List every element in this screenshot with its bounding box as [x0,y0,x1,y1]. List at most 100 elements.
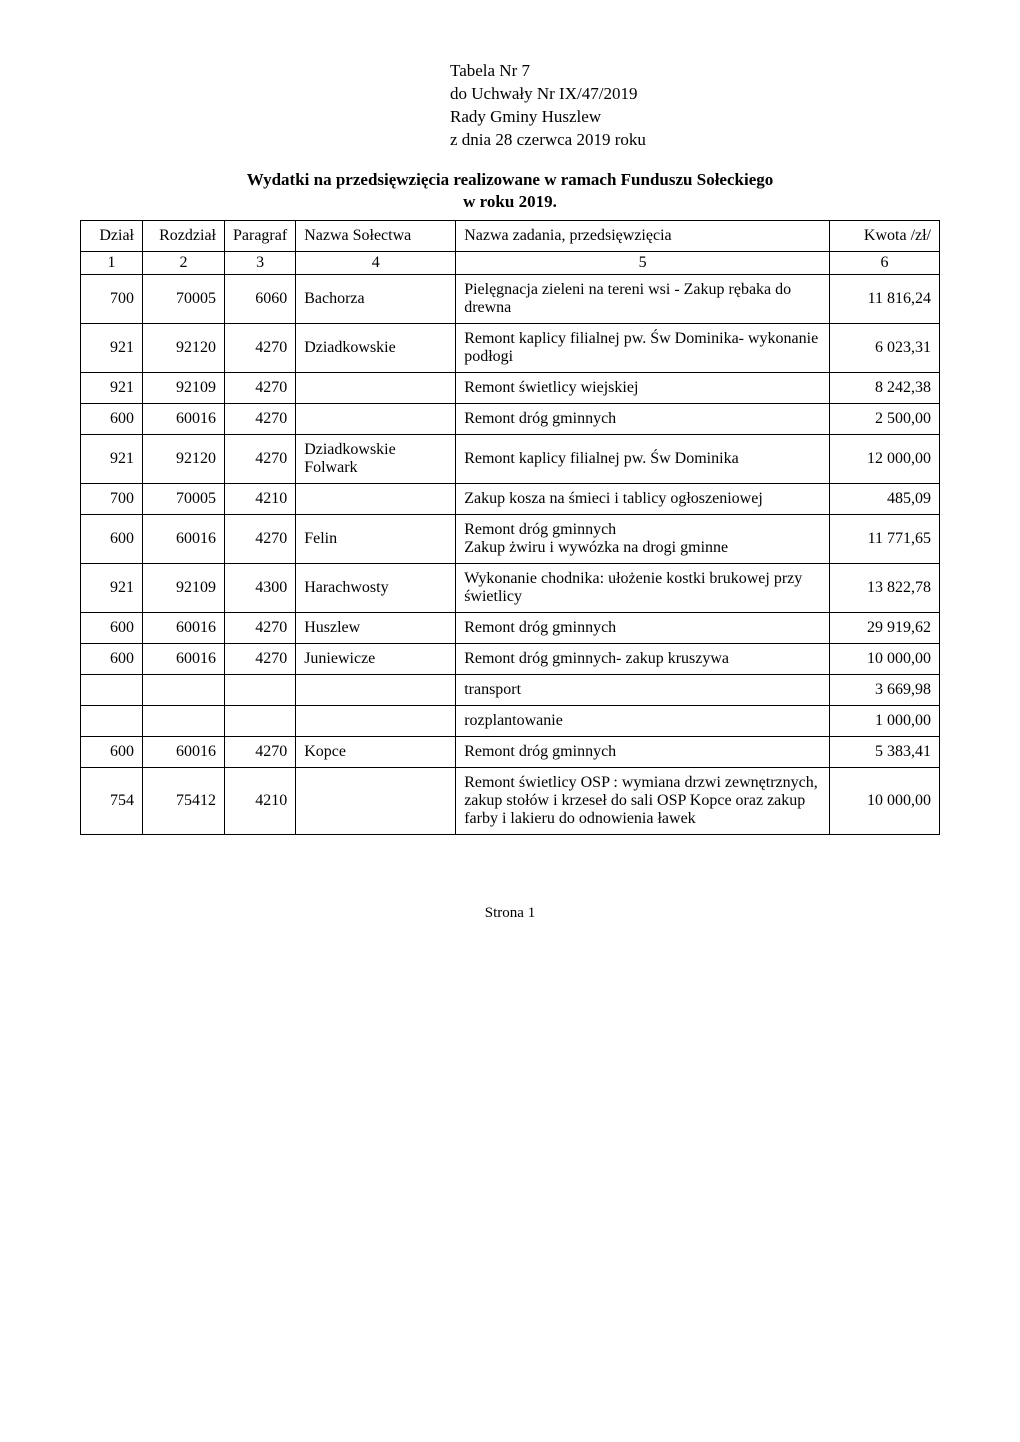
cell-dzial: 600 [81,643,143,674]
cell-kwota: 11 771,65 [830,514,940,563]
cell-dzial [81,705,143,736]
table-numbering-row: 1 2 3 4 5 6 [81,251,940,274]
cell-nazwa [296,767,456,834]
cell-dzial: 700 [81,483,143,514]
cell-kwota: 1 000,00 [830,705,940,736]
cell-parag: 4270 [225,434,296,483]
cell-rozdz: 60016 [143,736,225,767]
cell-zadanie: Wykonanie chodnika: ułożenie kostki bruk… [456,563,830,612]
cell-parag [225,705,296,736]
cell-dzial: 921 [81,323,143,372]
cell-kwota: 12 000,00 [830,434,940,483]
cell-kwota: 2 500,00 [830,403,940,434]
page-footer: Strona 1 [80,905,940,922]
cell-zadanie: transport [456,674,830,705]
header-line-2: do Uchwały Nr IX/47/2019 [450,83,940,106]
header-line-1: Tabela Nr 7 [450,60,940,83]
table-row: 600 60016 4270 Juniewicze Remont dróg gm… [81,643,940,674]
cell-kwota: 485,09 [830,483,940,514]
cell-zadanie: rozplantowanie [456,705,830,736]
cell-dzial [81,674,143,705]
cell-parag: 4270 [225,612,296,643]
cell-zadanie: Remont świetlicy wiejskiej [456,372,830,403]
cell-parag [225,674,296,705]
cell-parag: 4270 [225,323,296,372]
cell-kwota: 10 000,00 [830,767,940,834]
cell-zadanie: Remont dróg gminnych [456,403,830,434]
col-header-paragraf: Paragraf [225,220,296,251]
cell-rozdz: 92109 [143,372,225,403]
cell-parag: 4210 [225,767,296,834]
cell-parag: 4270 [225,736,296,767]
table-row: 600 60016 4270 Huszlew Remont dróg gminn… [81,612,940,643]
table-row: 600 60016 4270 Felin Remont dróg gminnyc… [81,514,940,563]
table-row: 754 75412 4210 Remont świetlicy OSP : wy… [81,767,940,834]
cell-dzial: 700 [81,274,143,323]
cell-dzial: 921 [81,372,143,403]
cell-zadanie: Pielęgnacja zieleni na tereni wsi - Zaku… [456,274,830,323]
budget-table: Dział Rozdział Paragraf Nazwa Sołectwa N… [80,220,940,835]
cell-nazwa: Huszlew [296,612,456,643]
cell-kwota: 6 023,31 [830,323,940,372]
header-line-4: z dnia 28 czerwca 2019 roku [450,129,940,152]
header-line-3: Rady Gminy Huszlew [450,106,940,129]
cell-nazwa [296,705,456,736]
cell-dzial: 921 [81,563,143,612]
cell-rozdz: 70005 [143,483,225,514]
table-row: 600 60016 4270 Kopce Remont dróg gminnyc… [81,736,940,767]
cell-kwota: 11 816,24 [830,274,940,323]
col-header-rozdzial: Rozdział [143,220,225,251]
cell-zadanie: Remont dróg gminnych- zakup kruszywa [456,643,830,674]
cell-zadanie: Remont świetlicy OSP : wymiana drzwi zew… [456,767,830,834]
cell-rozdz: 60016 [143,514,225,563]
cell-parag: 4270 [225,403,296,434]
col-header-nazwa: Nazwa Sołectwa [296,220,456,251]
table-row: 700 70005 4210 Zakup kosza na śmieci i t… [81,483,940,514]
col-header-kwota: Kwota /zł/ [830,220,940,251]
cell-kwota: 13 822,78 [830,563,940,612]
colnum-4: 4 [296,251,456,274]
cell-rozdz: 92109 [143,563,225,612]
cell-rozdz: 70005 [143,274,225,323]
col-header-dzial: Dział [81,220,143,251]
cell-rozdz: 60016 [143,643,225,674]
table-header-row: Dział Rozdział Paragraf Nazwa Sołectwa N… [81,220,940,251]
cell-nazwa: Felin [296,514,456,563]
cell-nazwa: Dziadkowskie Folwark [296,434,456,483]
cell-zadanie: Remont dróg gminnych [456,612,830,643]
cell-kwota: 29 919,62 [830,612,940,643]
cell-rozdz: 92120 [143,323,225,372]
table-row: 921 92120 4270 Dziadkowskie Remont kapli… [81,323,940,372]
table-row: 921 92109 4270 Remont świetlicy wiejskie… [81,372,940,403]
cell-rozdz [143,705,225,736]
colnum-1: 1 [81,251,143,274]
table-row: rozplantowanie 1 000,00 [81,705,940,736]
table-row: 700 70005 6060 Bachorza Pielęgnacja ziel… [81,274,940,323]
cell-rozdz: 75412 [143,767,225,834]
cell-nazwa: Harachwosty [296,563,456,612]
title-line-1: Wydatki na przedsięwzięcia realizowane w… [80,170,940,190]
cell-dzial: 600 [81,612,143,643]
cell-nazwa: Juniewicze [296,643,456,674]
cell-dzial: 600 [81,403,143,434]
cell-kwota: 5 383,41 [830,736,940,767]
cell-nazwa: Kopce [296,736,456,767]
colnum-3: 3 [225,251,296,274]
colnum-2: 2 [143,251,225,274]
cell-kwota: 3 669,98 [830,674,940,705]
cell-rozdz: 92120 [143,434,225,483]
table-row: 921 92120 4270 Dziadkowskie Folwark Remo… [81,434,940,483]
title-line-2: w roku 2019. [80,192,940,212]
cell-zadanie: Remont kaplicy filialnej pw. Św Dominika… [456,323,830,372]
cell-nazwa [296,483,456,514]
cell-zadanie: Remont dróg gminnych [456,736,830,767]
table-row: transport 3 669,98 [81,674,940,705]
cell-nazwa [296,372,456,403]
cell-zadanie: Remont dróg gminnych Zakup żwiru i wywóz… [456,514,830,563]
cell-nazwa [296,674,456,705]
cell-rozdz: 60016 [143,403,225,434]
cell-nazwa: Dziadkowskie [296,323,456,372]
document-header: Tabela Nr 7 do Uchwały Nr IX/47/2019 Rad… [450,60,940,152]
cell-dzial: 921 [81,434,143,483]
cell-parag: 4300 [225,563,296,612]
